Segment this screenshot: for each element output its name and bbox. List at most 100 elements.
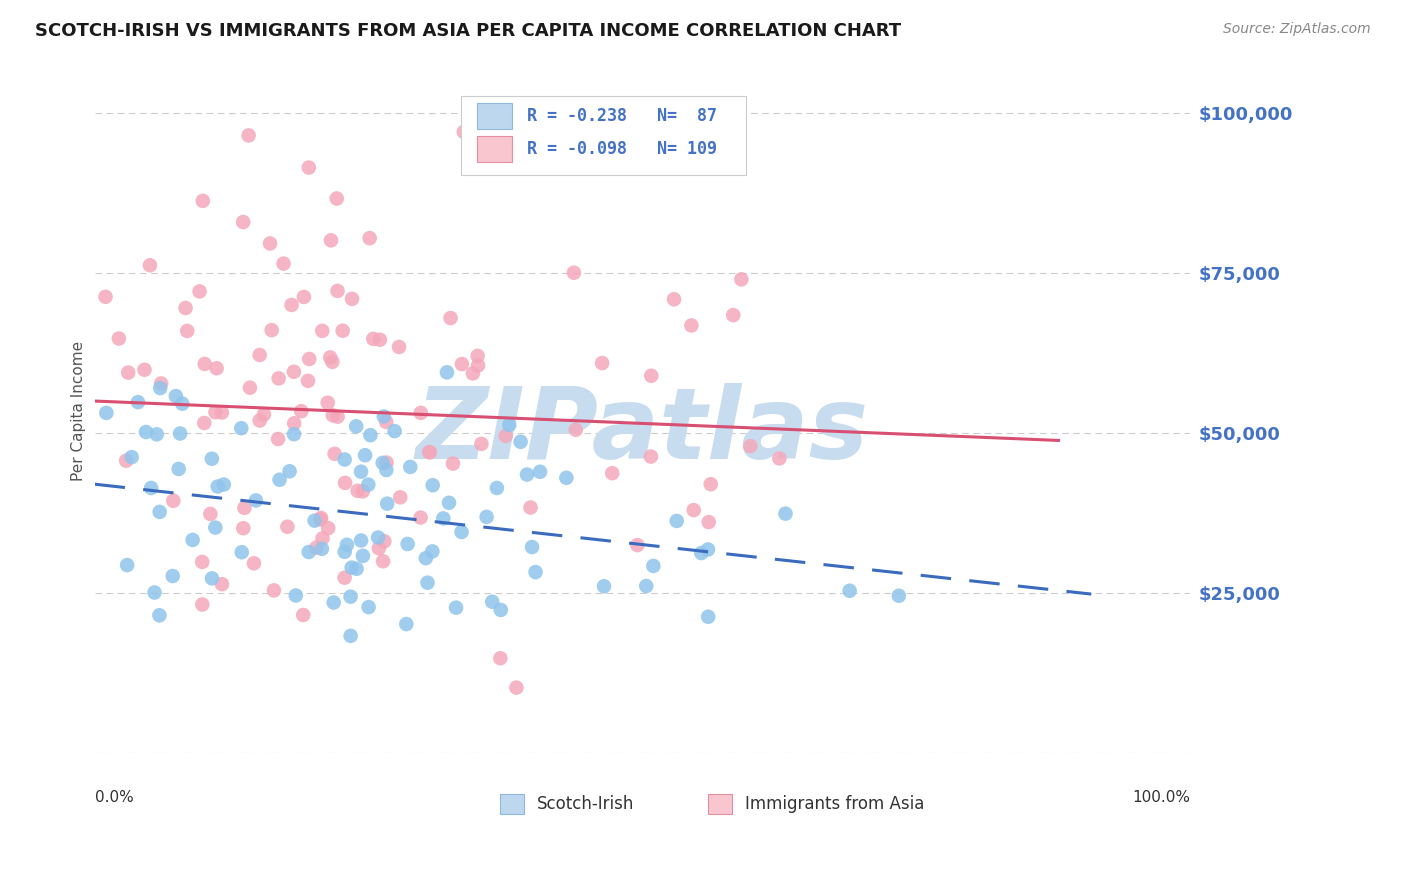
Point [127, 395, 149, 409]
Point [316, 521, 339, 535]
Point [304, 514, 326, 528]
Text: R = -0.098   N= 109: R = -0.098 N= 109 [527, 140, 717, 158]
Point [340, 560, 363, 574]
Point [461, 367, 484, 381]
Point [245, 493, 267, 508]
Point [326, 284, 349, 298]
FancyBboxPatch shape [477, 103, 512, 129]
Point [115, 453, 138, 467]
Point [139, 258, 162, 272]
Point [359, 231, 381, 245]
Point [108, 331, 131, 345]
Point [211, 405, 233, 419]
Point [162, 569, 184, 583]
Point [333, 571, 356, 585]
Point [316, 395, 339, 409]
Point [243, 556, 266, 570]
Point [326, 409, 349, 424]
Point [259, 236, 281, 251]
Point [439, 311, 461, 326]
Point [280, 298, 302, 312]
Point [333, 545, 356, 559]
Point [207, 479, 229, 493]
Point [134, 363, 156, 377]
Point [188, 285, 211, 299]
Point [115, 558, 138, 572]
Point [697, 542, 720, 557]
Point [194, 357, 217, 371]
Point [344, 419, 367, 434]
Point [375, 456, 398, 470]
Point [292, 290, 315, 304]
Point [384, 424, 406, 438]
Point [145, 427, 167, 442]
Point [367, 541, 389, 556]
Point [292, 607, 315, 622]
Point [555, 471, 578, 485]
Point [357, 477, 380, 491]
Point [305, 541, 328, 555]
Point [371, 456, 394, 470]
Point [419, 445, 441, 459]
Point [640, 450, 662, 464]
Point [231, 421, 253, 435]
Point [249, 413, 271, 427]
Point [441, 457, 464, 471]
Point [505, 681, 527, 695]
Point [191, 555, 214, 569]
Point [283, 417, 305, 431]
Point [346, 483, 368, 498]
Point [211, 577, 233, 591]
Point [204, 520, 226, 534]
Point [730, 272, 752, 286]
Point [298, 161, 321, 175]
Point [260, 323, 283, 337]
Text: Scotch-Irish: Scotch-Irish [537, 795, 634, 814]
Point [395, 617, 418, 632]
Point [339, 629, 361, 643]
Point [509, 434, 531, 449]
Point [238, 128, 260, 143]
Point [181, 533, 204, 547]
Point [350, 533, 373, 548]
Point [375, 415, 398, 429]
Point [322, 595, 344, 609]
Point [451, 357, 474, 371]
Point [346, 562, 368, 576]
Point [311, 324, 333, 338]
Point [201, 451, 224, 466]
Y-axis label: Per Capita Income: Per Capita Income [72, 341, 86, 481]
Point [600, 467, 623, 481]
Point [368, 333, 391, 347]
Point [333, 475, 356, 490]
Point [700, 477, 723, 491]
Point [681, 318, 703, 333]
Point [150, 376, 173, 391]
Point [640, 368, 662, 383]
Point [117, 366, 139, 380]
Point [267, 371, 290, 385]
Point [375, 463, 398, 477]
Point [418, 445, 440, 459]
Point [309, 511, 332, 525]
Text: 100.0%: 100.0% [1132, 790, 1189, 805]
Point [298, 351, 321, 366]
Point [591, 356, 613, 370]
Point [636, 579, 658, 593]
Point [626, 538, 648, 552]
Point [352, 484, 374, 499]
Point [498, 417, 520, 432]
FancyBboxPatch shape [709, 794, 733, 814]
Point [336, 538, 359, 552]
Text: 0.0%: 0.0% [94, 790, 134, 805]
Point [193, 416, 215, 430]
Point [485, 481, 508, 495]
Point [887, 589, 910, 603]
Point [373, 409, 395, 424]
Point [495, 429, 517, 443]
Point [149, 381, 172, 395]
Point [323, 447, 346, 461]
Point [437, 496, 460, 510]
Point [453, 125, 475, 139]
Point [332, 324, 354, 338]
